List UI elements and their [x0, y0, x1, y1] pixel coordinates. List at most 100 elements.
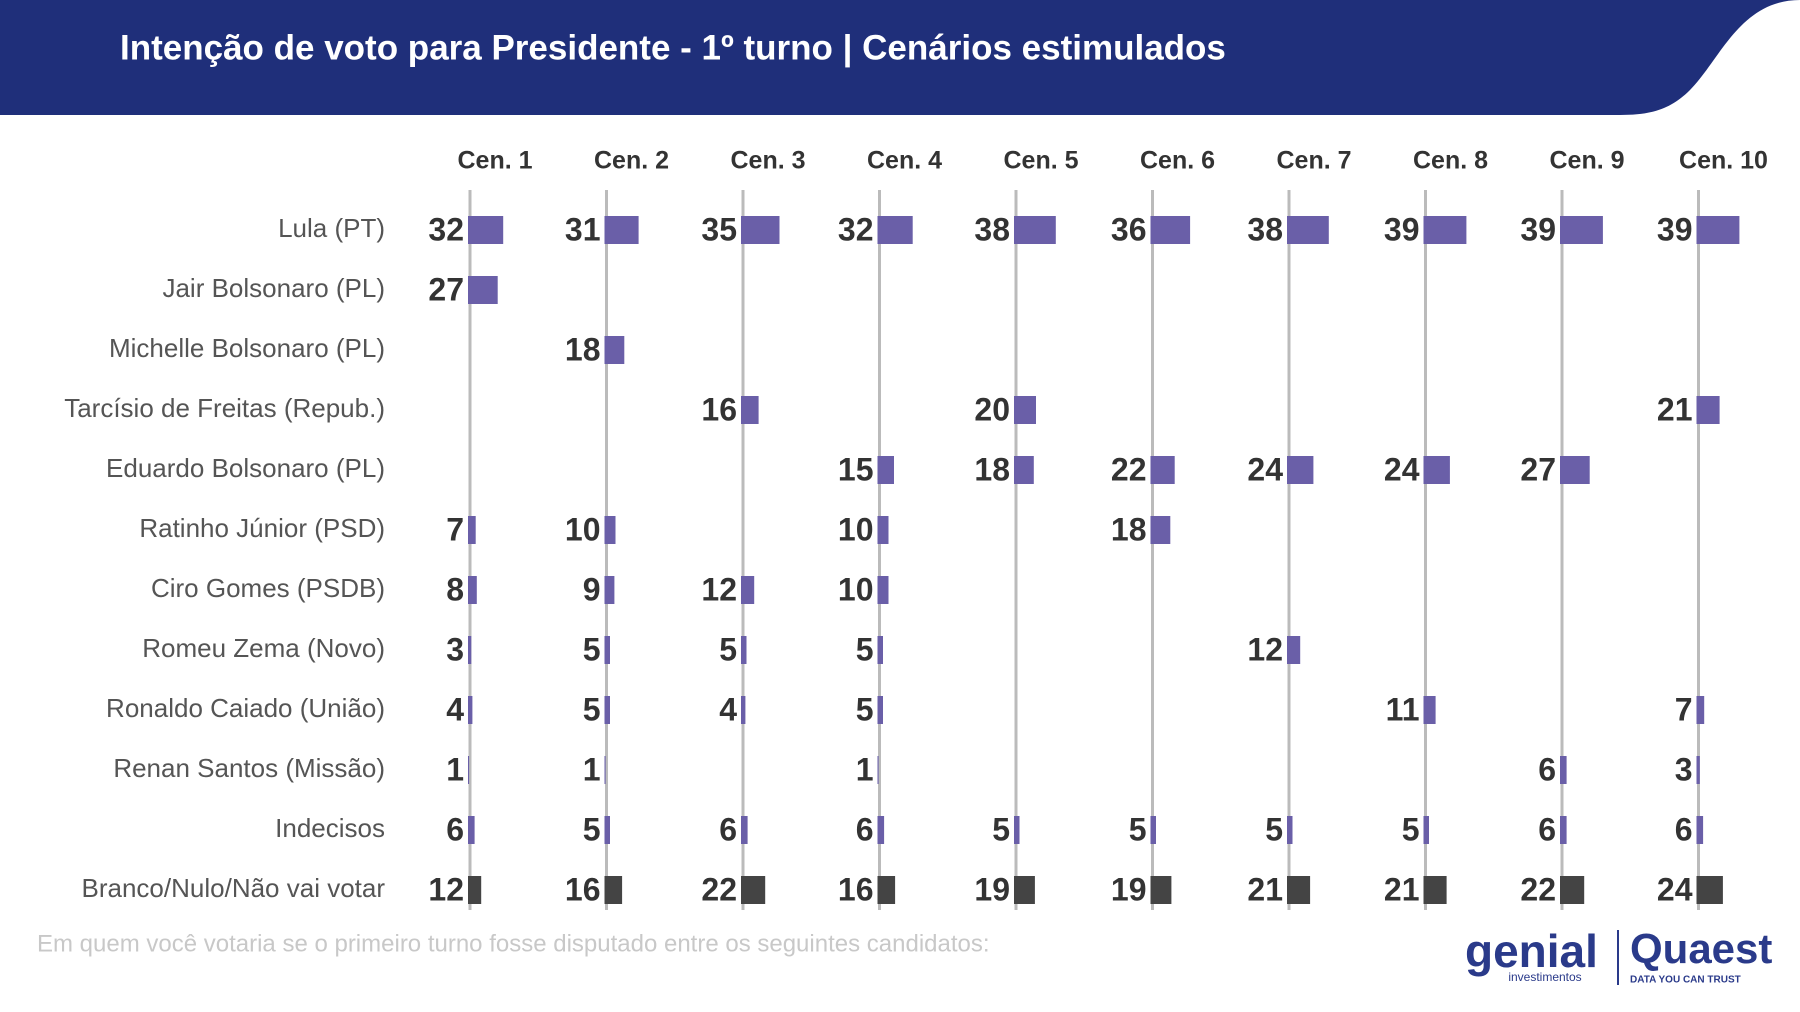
value-label: 22: [701, 871, 737, 907]
row-label: Eduardo Bolsonaro (PL): [106, 453, 385, 483]
row-label: Jair Bolsonaro (PL): [162, 273, 385, 303]
column-header: Cen. 6: [1140, 147, 1215, 175]
value-label: 32: [838, 211, 874, 247]
bar: [1696, 696, 1705, 724]
value-label: 5: [1402, 811, 1420, 847]
bar: [877, 876, 896, 904]
bar: [1150, 876, 1172, 904]
value-label: 1: [856, 751, 874, 787]
value-label: 10: [838, 571, 874, 607]
value-label: 1: [583, 751, 601, 787]
column-header: Cen. 7: [1276, 147, 1351, 175]
header-band: [0, 0, 1800, 115]
column-header: Cen. 10: [1679, 147, 1768, 175]
bar: [877, 216, 913, 244]
value-label: 9: [583, 571, 601, 607]
value-label: 5: [992, 811, 1010, 847]
value-label: 21: [1657, 391, 1693, 427]
bar: [1696, 816, 1704, 844]
bar: [604, 636, 610, 664]
bar: [741, 696, 746, 724]
bar: [1150, 516, 1171, 544]
bar: [877, 696, 883, 724]
value-label: 4: [446, 691, 464, 727]
value-label: 35: [701, 211, 737, 247]
value-label: 19: [974, 871, 1010, 907]
value-label: 15: [838, 451, 874, 487]
value-label: 8: [446, 571, 464, 607]
value-label: 6: [1538, 751, 1556, 787]
bar: [604, 576, 615, 604]
value-label: 16: [565, 871, 601, 907]
bar: [468, 756, 470, 784]
value-label: 16: [838, 871, 874, 907]
bar: [1423, 216, 1467, 244]
bar: [877, 636, 883, 664]
value-label: 1: [446, 751, 464, 787]
value-label: 27: [428, 271, 464, 307]
row-label: Indecisos: [275, 813, 385, 843]
row-label: Romeu Zema (Novo): [142, 633, 385, 663]
bar: [1560, 756, 1567, 784]
value-label: 5: [583, 691, 601, 727]
row-label: Ronaldo Caiado (União): [106, 693, 385, 723]
bar: [468, 216, 504, 244]
value-label: 5: [583, 811, 601, 847]
bar: [468, 876, 482, 904]
bar: [877, 516, 889, 544]
bar: [1014, 456, 1034, 484]
bar: [1150, 816, 1156, 844]
bar: [1560, 456, 1590, 484]
logo-genial: genial: [1465, 925, 1598, 977]
bar: [741, 216, 780, 244]
bar: [1014, 876, 1035, 904]
bar: [604, 336, 625, 364]
bar: [604, 816, 610, 844]
logo-quaest-sub: DATA YOU CAN TRUST: [1630, 975, 1741, 986]
column-header: Cen. 2: [594, 147, 669, 175]
value-label: 31: [565, 211, 601, 247]
bar: [468, 636, 472, 664]
row-label: Michelle Bolsonaro (PL): [109, 333, 385, 363]
row-label: Ratinho Júnior (PSD): [139, 513, 385, 543]
value-label: 18: [1111, 511, 1147, 547]
value-label: 7: [446, 511, 464, 547]
bar: [1423, 696, 1436, 724]
note: Em quem você votaria se o primeiro turno…: [37, 930, 990, 957]
row-label: Renan Santos (Missão): [113, 753, 385, 783]
value-label: 20: [974, 391, 1010, 427]
value-label: 5: [856, 691, 874, 727]
bar: [604, 876, 623, 904]
bar: [1423, 456, 1450, 484]
bar: [604, 696, 610, 724]
value-label: 3: [1675, 751, 1693, 787]
value-label: 22: [1520, 871, 1556, 907]
chart-title: Intenção de voto para Presidente - 1º tu…: [120, 28, 1226, 67]
value-label: 36: [1111, 211, 1147, 247]
column-header: Cen. 3: [730, 147, 805, 175]
value-label: 38: [1247, 211, 1283, 247]
bar: [1560, 216, 1603, 244]
bar: [1287, 876, 1311, 904]
row-label: Lula (PT): [278, 213, 385, 243]
value-label: 22: [1111, 451, 1147, 487]
value-label: 6: [1538, 811, 1556, 847]
value-label: 12: [1247, 631, 1283, 667]
bar: [1287, 456, 1314, 484]
value-label: 5: [1129, 811, 1147, 847]
value-label: 7: [1675, 691, 1693, 727]
bar: [877, 576, 889, 604]
bar: [877, 456, 894, 484]
value-label: 38: [974, 211, 1010, 247]
bar: [1696, 876, 1723, 904]
bar: [741, 816, 748, 844]
bar: [1423, 816, 1429, 844]
value-label: 21: [1384, 871, 1420, 907]
bar: [1696, 396, 1720, 424]
row-label: Ciro Gomes (PSDB): [151, 573, 385, 603]
column-header: Cen. 9: [1549, 147, 1624, 175]
value-label: 18: [565, 331, 601, 367]
bar: [877, 816, 885, 844]
row-label: Tarcísio de Freitas (Repub.): [64, 393, 385, 423]
